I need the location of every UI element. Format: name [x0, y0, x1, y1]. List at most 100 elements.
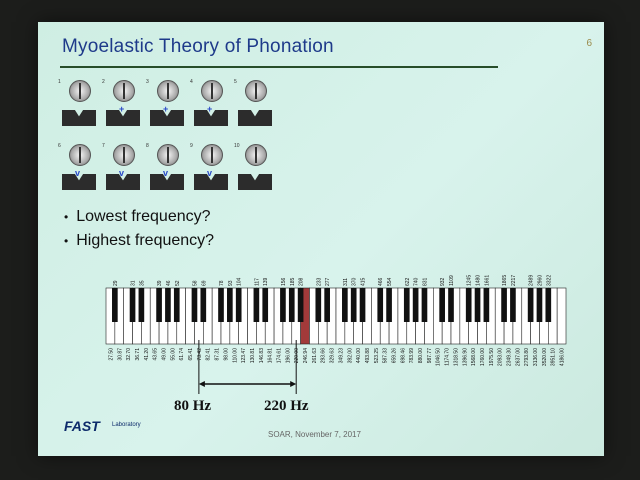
white-key-frequency-label: 3951.10 — [551, 348, 557, 366]
white-key-frequency-label: 1396.90 — [462, 348, 468, 366]
black-key — [218, 288, 224, 322]
airflow-marker: v — [75, 168, 81, 178]
black-key-frequency-label: 415 — [361, 277, 367, 286]
black-key — [235, 288, 242, 322]
white-key-frequency-label: 2349.30 — [507, 348, 513, 366]
glottis-top-view — [245, 144, 267, 166]
black-key-frequency-label: 466 — [378, 277, 384, 286]
piano-keyboard-figure: 29 31 35 39 46 52 58 69 78 93 104 117 139 156 185 208 23… — [105, 275, 567, 394]
glottis-top-view — [157, 80, 179, 102]
black-key — [386, 288, 392, 322]
airflow-marker: + — [119, 104, 125, 114]
white-key-frequency-label: 130.81 — [250, 348, 256, 364]
fast-logo: FAST — [64, 418, 100, 434]
white-key-frequency-label: 55.00 — [170, 348, 176, 361]
white-key-frequency-label: 587.33 — [383, 348, 389, 364]
white-key-frequency-label: 329.63 — [330, 348, 336, 364]
vocal-fold-frame: 4 + — [190, 79, 228, 134]
white-key-frequency-label: 174.61 — [277, 348, 283, 364]
black-key — [350, 288, 357, 322]
black-key — [483, 288, 490, 322]
marker-low-label: 80 Hz — [174, 398, 212, 414]
frame-number: 5 — [234, 79, 237, 85]
black-key-frequency-label: 622 — [405, 277, 411, 286]
white-key-frequency-label: 1318.50 — [453, 348, 459, 366]
fold-cross-section — [150, 110, 184, 126]
glottis-top-view — [69, 144, 91, 166]
white-key-frequency-label: 349.23 — [338, 348, 344, 364]
black-key — [465, 288, 472, 322]
black-key — [288, 288, 295, 322]
black-key-frequency-label: 156 — [281, 277, 287, 286]
white-key-frequency-label: 41.20 — [144, 348, 150, 361]
fold-cross-section — [62, 174, 96, 190]
white-key-frequency-label: 73.42 — [197, 348, 203, 361]
black-key — [510, 288, 516, 322]
white-key-frequency-label: 146.83 — [259, 348, 265, 364]
footer-date: SOAR, November 7, 2017 — [268, 430, 361, 439]
black-key — [377, 288, 384, 322]
airflow-marker: + — [163, 104, 169, 114]
black-key-frequency-label: 78 — [219, 280, 225, 286]
white-key-frequency-label: 32.70 — [126, 348, 132, 361]
vocal-fold-diagram: 1 2 +3 +4 +5 6 v 7 v 8 v 9 v 10 — [58, 79, 302, 220]
black-key-frequency-label: 1661 — [484, 275, 490, 286]
frame-number: 9 — [190, 143, 193, 149]
white-key — [556, 287, 567, 345]
black-key — [536, 288, 543, 322]
white-key-frequency-label: 1760.00 — [480, 348, 486, 366]
fold-cross-section — [106, 110, 140, 126]
frame-number: 8 — [146, 143, 149, 149]
black-key-frequency-label: 139 — [263, 277, 269, 286]
white-key-frequency-label: 493.88 — [365, 348, 371, 364]
black-key — [324, 288, 330, 322]
black-key-frequency-label: 233 — [316, 277, 322, 286]
black-key — [545, 288, 552, 322]
white-key-frequency-label: 2793.80 — [524, 348, 530, 366]
black-key — [439, 288, 445, 322]
white-key-frequency-label: 1046.50 — [436, 348, 442, 366]
black-key — [262, 288, 269, 322]
bullet-lowest: Lowest frequency? — [64, 208, 214, 226]
frame-number: 2 — [102, 79, 105, 85]
glottis-top-view — [113, 80, 135, 102]
black-key — [280, 288, 286, 322]
white-key-frequency-label: 698.46 — [400, 348, 406, 364]
white-key-frequency-label: 3136.00 — [533, 348, 539, 366]
bullet-highest: Highest frequency? — [64, 232, 214, 250]
white-key-frequency-label: 659.26 — [392, 348, 398, 364]
black-key-frequency-label: 31 — [131, 280, 137, 286]
frame-number: 1 — [58, 79, 61, 85]
vocal-fold-frame: 3 + — [146, 79, 184, 134]
frame-number: 6 — [58, 143, 61, 149]
fold-cross-section — [194, 174, 228, 190]
white-key-frequency-label: 783.99 — [409, 348, 415, 364]
black-key-frequency-label: 58 — [192, 280, 198, 286]
vocal-fold-frame: 10 — [234, 143, 272, 198]
white-key-frequency-label: 27.50 — [108, 348, 114, 361]
marker-high-label: 220 Hz — [264, 398, 309, 414]
white-key-frequency-label: 2637.00 — [515, 348, 521, 366]
white-key-frequency-label: 392.00 — [347, 348, 353, 364]
white-key-frequency-label: 82.41 — [206, 348, 212, 361]
glottis-top-view — [201, 80, 223, 102]
black-key-frequency-label: 1245 — [467, 275, 473, 286]
white-key-frequency-label: 87.31 — [215, 348, 221, 361]
white-key-frequency-label: 1568.00 — [471, 348, 477, 366]
fast-lab-label: Laboratory — [112, 422, 141, 428]
black-key — [129, 288, 136, 322]
glottis-top-view — [157, 144, 179, 166]
white-key-frequency-label: 65.41 — [188, 348, 194, 361]
black-key-frequency-label: 39 — [157, 280, 163, 286]
black-key-frequency-label: 1109 — [449, 275, 455, 286]
white-key-frequency-label: 43.65 — [153, 348, 159, 361]
vocal-fold-frame: 2 + — [102, 79, 140, 134]
black-key-frequency-label: 46 — [166, 280, 172, 286]
bullet-list: Lowest frequency? Highest frequency? — [64, 208, 214, 256]
vocal-fold-frame: 5 — [234, 79, 272, 134]
black-key-frequency-label: 35 — [139, 280, 145, 286]
black-key-frequency-label: 554 — [387, 277, 393, 286]
black-key-frequency-label: 277 — [325, 277, 331, 286]
black-key-frequency-label: 2960 — [537, 275, 543, 286]
black-key — [227, 288, 233, 322]
